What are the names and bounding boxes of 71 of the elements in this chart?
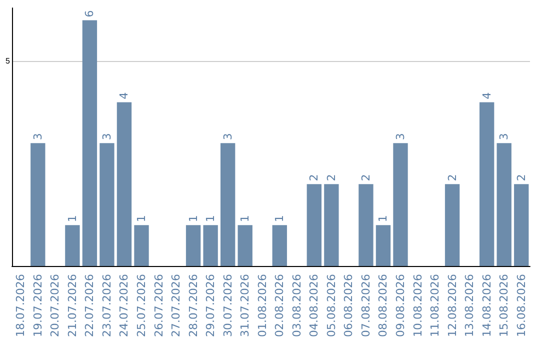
x-tick-label: 28.07.2026 [186, 274, 200, 338]
x-tick-label: 14.08.2026 [480, 274, 494, 338]
bar [393, 143, 408, 266]
bar [186, 225, 201, 266]
x-tick-label: 21.07.2026 [66, 274, 79, 338]
bar [238, 225, 252, 266]
x-tick-label: 25.07.2026 [135, 274, 148, 338]
data-label: 1 [186, 215, 200, 222]
x-tick-label: 15.08.2026 [498, 274, 511, 338]
data-label: 2 [359, 174, 372, 182]
x-tick-label: 05.08.2026 [324, 274, 338, 338]
data-label: 4 [118, 92, 131, 100]
x-tick-label: 23.07.2026 [100, 274, 114, 338]
x-tick-label: 22.07.2026 [83, 274, 96, 338]
x-tick-label: 29.07.2026 [204, 274, 218, 338]
bar [65, 225, 80, 266]
x-tick-label: 18.07.2026 [14, 274, 28, 338]
data-label: 3 [498, 133, 511, 140]
data-label: 3 [394, 133, 407, 140]
bar [496, 143, 512, 266]
x-tick-label: 20.07.2026 [48, 274, 62, 338]
bar [116, 102, 132, 266]
x-tick-label: 19.07.2026 [31, 274, 44, 338]
x-tick-label: 06.08.2026 [342, 274, 356, 338]
data-label: 1 [135, 215, 148, 222]
x-tick-label: 03.08.2026 [290, 274, 304, 338]
x-tick-label: 07.08.2026 [359, 274, 372, 338]
data-label: 1 [376, 215, 390, 222]
data-label: 2 [308, 174, 321, 182]
data-label: 3 [100, 133, 114, 140]
x-tick-label: 09.08.2026 [394, 274, 407, 338]
bar [100, 143, 114, 266]
x-tick-label: 27.07.2026 [170, 274, 183, 338]
bar [82, 20, 98, 266]
bar [134, 225, 149, 266]
x-tick-label: 08.08.2026 [376, 274, 390, 338]
bar [30, 143, 46, 266]
data-label: 1 [66, 215, 79, 222]
data-label: 1 [204, 215, 218, 222]
bar [272, 225, 287, 266]
bar [376, 225, 391, 266]
x-tick-label: 02.08.2026 [273, 274, 286, 338]
data-label: 4 [480, 92, 494, 100]
data-label: 1 [273, 215, 286, 222]
bar [444, 184, 460, 266]
x-tick-label: 01.08.2026 [256, 274, 269, 338]
x-tick-label: 12.08.2026 [446, 274, 459, 338]
x-tick-label: 11.08.2026 [428, 274, 442, 338]
data-label: 1 [238, 215, 252, 222]
data-label: 6 [83, 10, 96, 18]
bar [306, 184, 322, 266]
x-tick-label: 04.08.2026 [308, 274, 321, 338]
x-tick-label: 30.07.2026 [221, 274, 234, 338]
data-label: 2 [324, 174, 338, 182]
bar [479, 102, 494, 266]
bar [358, 184, 374, 266]
data-label: 3 [221, 133, 234, 140]
x-tick-label: 10.08.2026 [411, 274, 424, 338]
y-tick-label: 5 [6, 56, 11, 66]
data-label: 3 [31, 133, 44, 140]
x-tick-label: 31.07.2026 [238, 274, 252, 338]
bar [220, 143, 236, 266]
x-tick-label: 13.08.2026 [463, 274, 476, 338]
x-tick-label: 26.07.2026 [152, 274, 166, 338]
data-label: 2 [514, 174, 528, 182]
bar [203, 225, 218, 266]
bar [324, 184, 339, 266]
data-label: 2 [446, 174, 459, 182]
bar [514, 184, 529, 266]
x-tick-label: 24.07.2026 [118, 274, 131, 338]
x-tick-label: 16.08.2026 [514, 274, 528, 338]
